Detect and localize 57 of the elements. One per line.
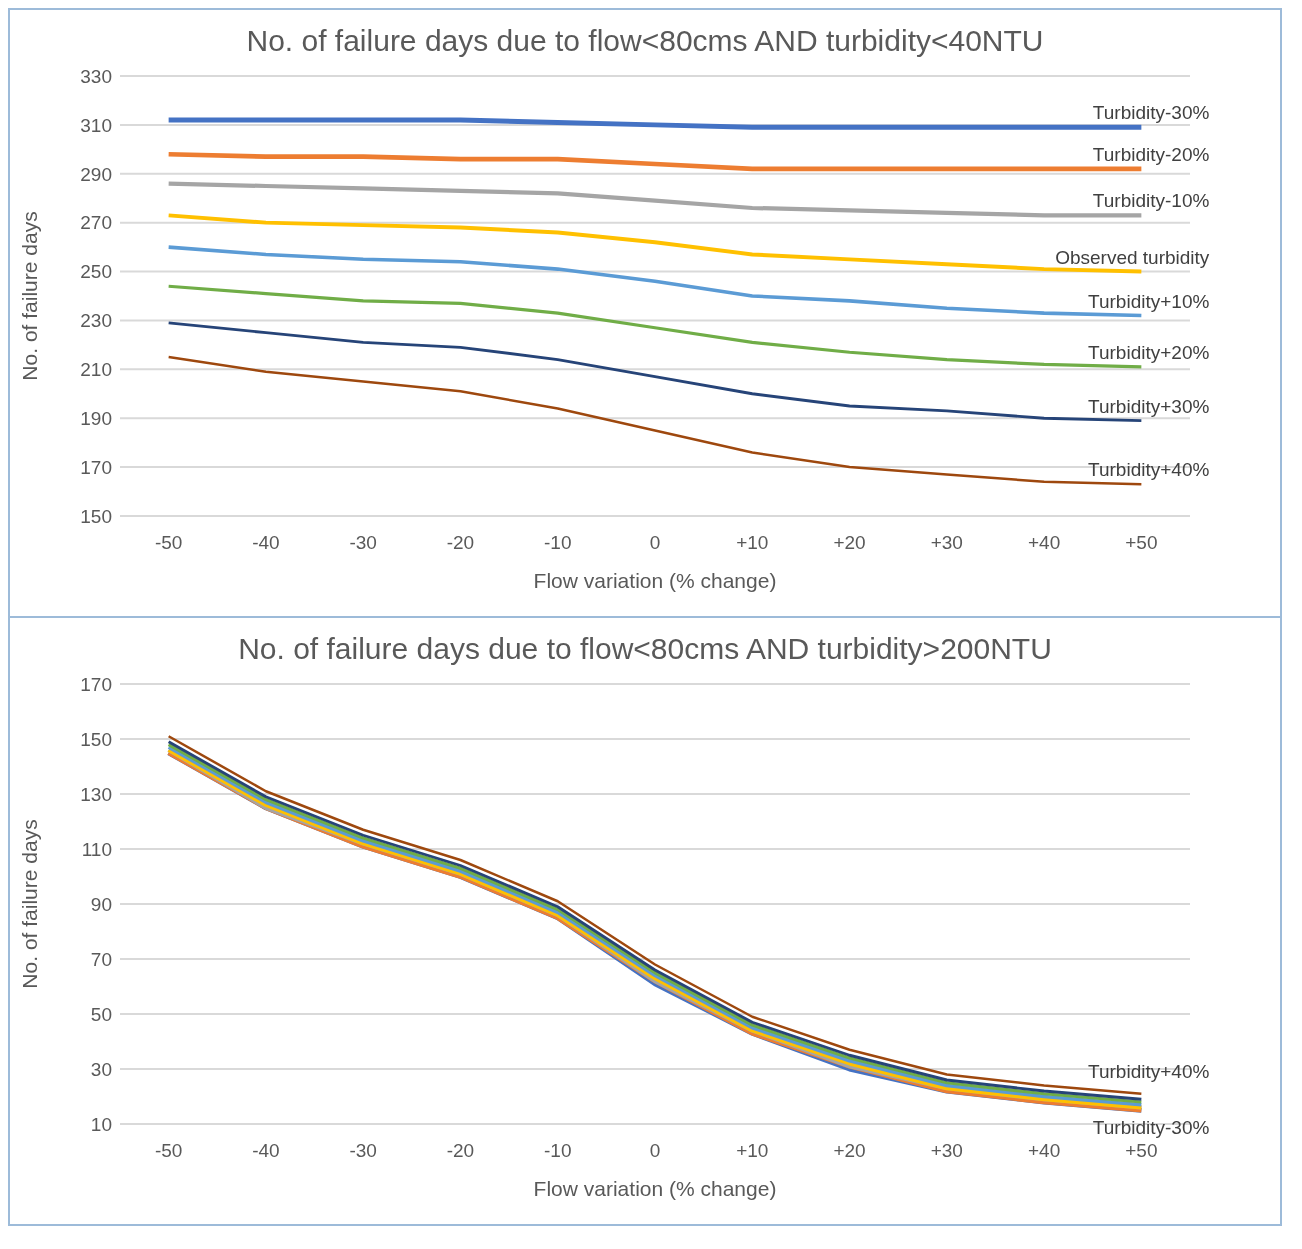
y-tick-label: 310 <box>80 114 112 136</box>
y-tick-label: 290 <box>80 163 112 185</box>
x-tick-label: -10 <box>543 1140 572 1162</box>
x-tick-label: -30 <box>349 1140 377 1162</box>
x-tick-label: +30 <box>930 1140 963 1162</box>
x-tick-label: +50 <box>1125 1140 1158 1162</box>
y-tick-label: 230 <box>80 310 112 332</box>
x-tick-label: +40 <box>1027 1140 1061 1162</box>
x-tick-label: +30 <box>930 532 963 554</box>
x-tick-label: -30 <box>349 532 377 554</box>
y-tick-label: 190 <box>80 407 112 429</box>
x-tick-label: 0 <box>649 1140 661 1162</box>
y-tick-label: 330 <box>80 65 112 87</box>
series-label: Turbidity-10% <box>1092 190 1210 212</box>
y-tick-label: 10 <box>90 1113 112 1135</box>
x-tick-label: -10 <box>543 532 572 554</box>
x-tick-label: +40 <box>1027 532 1061 554</box>
y-tick-label: 150 <box>80 505 112 527</box>
x-tick-label: +50 <box>1125 532 1158 554</box>
series-label: Turbidity+40% <box>1088 459 1210 481</box>
series-label: Turbidity+40% <box>1088 1060 1210 1082</box>
x-tick-label: +10 <box>736 532 769 554</box>
x-tick-label: 0 <box>649 532 661 554</box>
y-tick-label: 170 <box>80 673 112 695</box>
series-label: Turbidity+30% <box>1088 395 1210 417</box>
series-label: Turbidity-20% <box>1092 143 1210 165</box>
x-axis-title: Flow variation (% change) <box>533 569 777 592</box>
x-tick-label: +10 <box>736 1140 769 1162</box>
x-tick-label: -40 <box>252 532 280 554</box>
y-tick-label: 170 <box>80 456 112 478</box>
x-axis-title: Flow variation (% change) <box>533 1177 777 1200</box>
y-tick-label: 150 <box>80 728 112 750</box>
y-tick-label: 210 <box>80 359 112 381</box>
x-tick-label: -40 <box>252 1140 280 1162</box>
y-tick-label: 30 <box>90 1058 112 1080</box>
chart-title: No. of failure days due to flow<80cms AND turbidity<40NTU <box>245 24 1045 58</box>
x-tick-label: -50 <box>154 532 183 554</box>
series-label: Turbidity+10% <box>1088 290 1210 312</box>
y-axis-title: No. of failure days <box>18 211 42 381</box>
series-label: Turbidity+20% <box>1088 341 1210 363</box>
series-label: Turbidity-30% <box>1092 102 1210 124</box>
x-tick-label: +20 <box>833 1140 866 1162</box>
y-axis-title: No. of failure days <box>18 819 42 989</box>
y-tick-label: 130 <box>80 783 112 805</box>
y-tick-label: 110 <box>81 838 112 860</box>
y-tick-label: 70 <box>90 948 112 970</box>
series-label: Turbidity-30% <box>1092 1117 1210 1139</box>
x-tick-label: -50 <box>154 1140 183 1162</box>
series-label: Observed turbidity <box>1055 246 1210 268</box>
y-tick-label: 90 <box>90 893 112 915</box>
chart-title: No. of failure days due to flow<80cms AND turbidity>200NTU <box>237 632 1053 666</box>
x-tick-label: -20 <box>446 1140 475 1162</box>
y-tick-label: 270 <box>80 212 112 234</box>
x-tick-label: -20 <box>446 532 475 554</box>
y-tick-label: 250 <box>80 261 112 283</box>
y-tick-label: 50 <box>90 1003 112 1025</box>
x-tick-label: +20 <box>833 532 866 554</box>
